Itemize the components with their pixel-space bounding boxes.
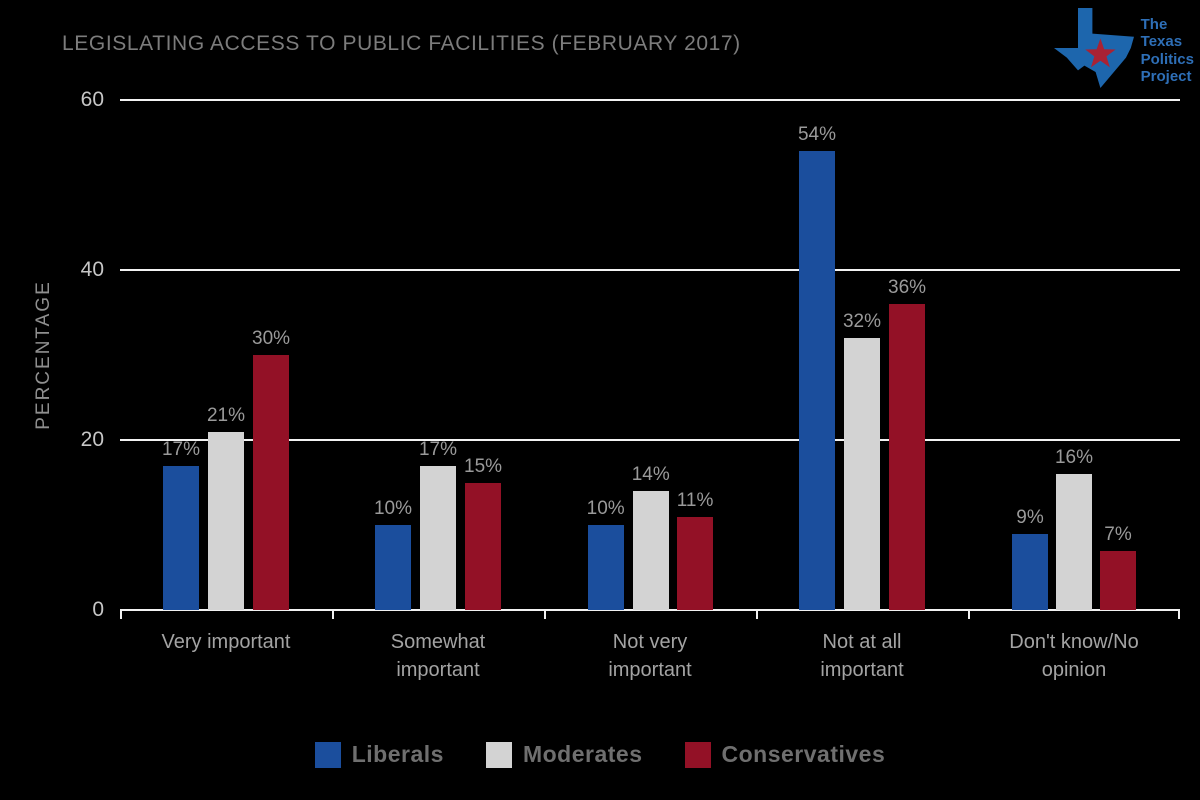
bar-conservatives [889,304,926,610]
logo-text-line: Project [1140,67,1192,85]
bar-column: 9% [1011,506,1048,610]
x-axis-tick [332,610,334,619]
bar-column: 7% [1100,523,1137,610]
bar-value-label: 17% [161,438,200,460]
bar-liberals [587,525,624,610]
bar-value-label: 15% [464,455,503,477]
bar-column: 15% [464,455,503,610]
x-axis-tick [120,610,122,619]
x-axis-tick [968,610,970,619]
bar-moderates [420,465,456,610]
bar-column: 10% [374,498,412,610]
bar-moderates [632,491,669,610]
logo-text-line: Texas [1140,33,1183,51]
bar-moderates [208,431,244,610]
category-label: Not very important [608,631,692,681]
legend-item-moderates: Moderates [485,741,643,768]
bar-column: 54% [798,124,836,610]
bar-group: 10% 14% 11% [544,100,756,610]
legend-swatch-moderates [485,741,512,768]
bar-conservatives [677,516,714,610]
bar-conservatives [1100,550,1137,610]
bar-column: 21% [206,404,246,610]
bar-column: 30% [252,328,290,610]
gridline [120,269,1180,271]
bar-group: 54% 32% 36% [756,100,968,610]
bar-value-label: 11% [676,489,714,511]
category-label: Very important [161,631,291,653]
bar-value-label: 30% [252,328,291,349]
legend-label: Moderates [522,741,643,767]
logo-text-line: Politics [1140,50,1194,68]
x-label-cell: Not very important [544,628,756,684]
legend: Liberals Moderates Conservatives [0,741,1200,768]
bar-value-label: 14% [631,464,670,485]
bar-value-label: 10% [373,498,412,519]
bar-column: 17% [161,438,200,610]
legend-item-liberals: Liberals [314,741,444,768]
legend-label: Liberals [351,741,444,767]
bar-group: 17% 21% 30% [120,100,332,610]
bar-group: 10% 17% 15% [332,100,544,610]
x-label-cell: Don't know/No opinion [968,628,1180,684]
bar-liberals [162,465,199,610]
legend-swatch-conservatives [684,741,711,768]
legend-item-conservatives: Conservatives [684,741,886,768]
legend-label: Conservatives [721,741,886,767]
bar-value-label: 21% [206,404,246,426]
y-tick-label: 20 [80,428,104,451]
bar-conservatives [253,355,290,610]
gridline [120,609,1180,611]
bar-value-label: 36% [888,277,927,298]
bar-liberals [1011,533,1048,610]
bar-column: 14% [632,464,670,610]
x-label-cell: Very important [120,628,332,684]
bar-value-label: 10% [586,498,625,519]
x-axis-tick [544,610,546,619]
category-label: Not at all important [820,631,904,681]
bar-column: 16% [1055,447,1093,610]
y-axis-title: PERCENTAGE [33,280,54,430]
bar-column: 10% [587,498,625,610]
bar-column: 36% [888,277,926,610]
bar-column: 17% [418,438,458,610]
y-tick-label: 60 [80,88,104,111]
y-tick-label: 40 [80,258,104,281]
y-tick-label: 0 [92,598,104,621]
bar-liberals [798,151,835,610]
bar-moderates [844,338,880,610]
bar-group: 9% 16% 7% [968,100,1180,610]
x-axis-tick [1178,610,1180,619]
logo-text: The Texas Politics Project [1141,16,1194,85]
bar-conservatives [465,482,502,610]
gridline [120,439,1180,441]
chart-title: LEGISLATING ACCESS TO PUBLIC FACILITIES … [62,32,741,55]
bar-value-label: 7% [1104,523,1132,545]
gridline [120,99,1180,101]
plot-area: 0 20 40 60 17% 21% 30% 10% 17% 15% 10% 14% 11% 54% 32%… [81,88,1180,621]
bar-liberals [374,525,411,610]
x-label-cell: Somewhat important [332,628,544,684]
bar-value-label: 16% [1054,447,1094,468]
x-axis-labels: Very important Somewhat important Not very… [120,628,1180,684]
x-label-cell: Not at all important [756,628,968,684]
bar-value-label: 9% [1016,506,1044,528]
bar-value-label: 54% [797,124,836,145]
category-label: Don't know/No opinion [1009,631,1139,681]
legend-swatch-liberals [314,741,341,768]
bar-column: 11% [676,489,714,610]
texas-logo-icon [1053,8,1134,88]
bar-value-label: 32% [842,311,882,332]
bar-moderates [1056,474,1092,610]
bar-value-label: 17% [418,438,458,460]
bar-column: 32% [843,311,881,610]
x-axis-tick [756,610,758,619]
logo-text-line: The [1140,16,1168,33]
category-label: Somewhat important [390,631,486,681]
texas-politics-project-logo: The Texas Politics Project [1053,8,1194,88]
